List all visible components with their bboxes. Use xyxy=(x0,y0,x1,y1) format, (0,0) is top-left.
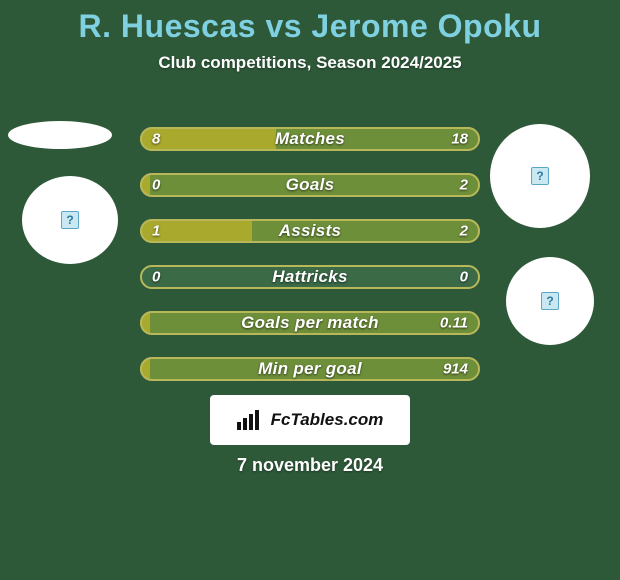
bar-label: Matches xyxy=(140,129,480,149)
bar-row: Min per goal914 xyxy=(140,357,480,381)
bar-row: Goals per match0.11 xyxy=(140,311,480,335)
bar-row: Matches8 18 xyxy=(140,127,480,151)
right-club-avatar: ? xyxy=(506,257,594,345)
left-ellipse xyxy=(8,121,112,149)
bar-label: Goals xyxy=(140,175,480,195)
bar-label: Min per goal xyxy=(140,359,480,379)
bar-value-right: 2 xyxy=(460,223,468,240)
placeholder-icon: ? xyxy=(541,292,559,310)
bar-row: Assists1 2 xyxy=(140,219,480,243)
footer-date: 7 november 2024 xyxy=(0,455,620,476)
bar-value-right: 2 xyxy=(460,177,468,194)
comparison-bars: Matches818Goals02Assists12Hattricks00Goa… xyxy=(140,127,480,403)
page-subtitle: Club competitions, Season 2024/2025 xyxy=(0,53,620,73)
bar-value-left: 0 xyxy=(152,177,160,194)
site-badge-text: FcTables.com xyxy=(271,410,384,430)
bar-value-left: 8 xyxy=(152,131,160,148)
page-title: R. Huescas vs Jerome Opoku xyxy=(0,0,620,45)
bar-label: Goals per match xyxy=(140,313,480,333)
bar-row: Goals0 2 xyxy=(140,173,480,197)
right-player-avatar: ? xyxy=(490,124,590,228)
bars-icon xyxy=(237,410,265,430)
content-root: R. Huescas vs Jerome Opoku Club competit… xyxy=(0,0,620,580)
bar-value-left: 1 xyxy=(152,223,160,240)
placeholder-icon: ? xyxy=(61,211,79,229)
bar-label: Assists xyxy=(140,221,480,241)
bar-value-right: 18 xyxy=(451,131,468,148)
placeholder-icon: ? xyxy=(531,167,549,185)
left-player-avatar: ? xyxy=(22,176,118,264)
bar-value-right: 0 xyxy=(460,269,468,286)
bar-label: Hattricks xyxy=(140,267,480,287)
site-badge[interactable]: FcTables.com xyxy=(210,395,410,445)
bar-row: Hattricks0 0 xyxy=(140,265,480,289)
bar-value-right: 0.11 xyxy=(440,315,468,332)
bar-value-right: 914 xyxy=(443,361,468,378)
bar-value-left: 0 xyxy=(152,269,160,286)
